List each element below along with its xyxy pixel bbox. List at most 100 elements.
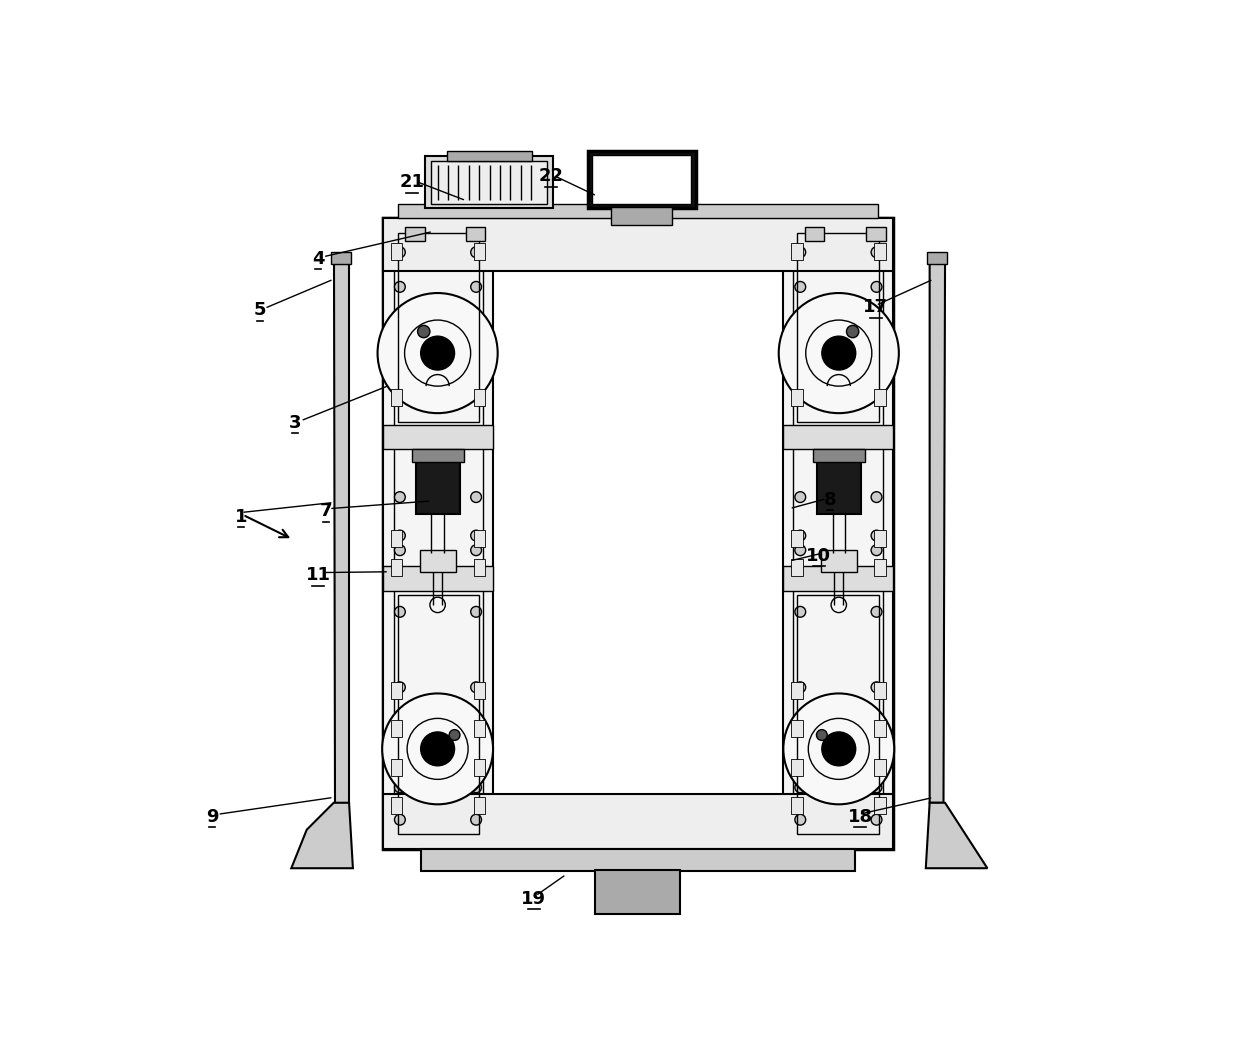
Bar (791, 243, 802, 260)
Bar (474, 390, 485, 407)
Bar (422, 849, 854, 870)
Circle shape (471, 545, 481, 555)
Circle shape (795, 606, 806, 617)
Bar (331, 252, 351, 264)
Circle shape (394, 545, 405, 555)
Circle shape (822, 336, 856, 370)
Bar (874, 797, 885, 814)
Circle shape (872, 814, 882, 825)
Bar (797, 233, 879, 421)
Circle shape (872, 351, 882, 361)
Circle shape (394, 606, 405, 617)
Circle shape (418, 325, 430, 338)
Bar (784, 218, 894, 849)
Bar (391, 530, 402, 547)
Bar (394, 229, 484, 837)
Circle shape (779, 293, 899, 413)
Bar (791, 530, 802, 547)
Bar (466, 227, 485, 241)
Circle shape (872, 682, 882, 693)
Bar (405, 227, 424, 241)
Bar (928, 252, 947, 264)
Bar (417, 451, 460, 514)
Circle shape (394, 390, 405, 400)
Circle shape (382, 694, 494, 805)
Polygon shape (334, 264, 350, 803)
Bar (791, 759, 802, 776)
Circle shape (471, 282, 481, 293)
Bar (474, 243, 485, 260)
Text: 19: 19 (521, 889, 547, 907)
Bar (383, 426, 494, 449)
Circle shape (872, 247, 882, 258)
Bar (791, 390, 802, 407)
Bar (474, 720, 485, 737)
Bar (784, 566, 894, 591)
Bar (391, 390, 402, 407)
Text: 5: 5 (253, 301, 267, 319)
Bar (412, 449, 464, 463)
Circle shape (394, 530, 405, 541)
Bar (383, 793, 894, 849)
Bar (391, 559, 402, 576)
Bar (874, 720, 885, 737)
Bar (821, 550, 857, 571)
Bar (383, 218, 894, 849)
Bar (791, 559, 802, 576)
Bar (874, 390, 885, 407)
Circle shape (795, 492, 806, 503)
Text: 17: 17 (863, 298, 888, 316)
Circle shape (471, 682, 481, 693)
Bar (391, 759, 402, 776)
Bar (383, 218, 894, 271)
Bar (425, 156, 553, 208)
Bar (474, 682, 485, 699)
Polygon shape (926, 803, 987, 868)
Circle shape (872, 746, 882, 756)
Circle shape (471, 814, 481, 825)
Circle shape (471, 746, 481, 756)
Bar (791, 797, 802, 814)
Circle shape (471, 492, 481, 503)
Circle shape (795, 282, 806, 293)
Circle shape (471, 530, 481, 541)
Bar (474, 797, 485, 814)
Circle shape (471, 351, 481, 361)
Circle shape (872, 530, 882, 541)
Polygon shape (291, 803, 353, 868)
Bar (784, 426, 894, 449)
Bar (817, 451, 861, 514)
Bar (398, 595, 479, 833)
Circle shape (471, 606, 481, 617)
Bar (474, 759, 485, 776)
Circle shape (394, 746, 405, 756)
Bar (874, 682, 885, 699)
Bar (797, 595, 879, 833)
Bar (383, 566, 494, 591)
Circle shape (784, 694, 894, 805)
Circle shape (420, 336, 455, 370)
Circle shape (872, 390, 882, 400)
Text: 22: 22 (538, 167, 563, 185)
Circle shape (420, 732, 455, 766)
Bar (446, 151, 532, 162)
Bar (391, 243, 402, 260)
Bar (474, 559, 485, 576)
Circle shape (795, 782, 806, 793)
Circle shape (795, 746, 806, 756)
Circle shape (872, 606, 882, 617)
Circle shape (471, 390, 481, 400)
Bar (794, 229, 883, 837)
Circle shape (394, 814, 405, 825)
Circle shape (795, 351, 806, 361)
Bar (383, 218, 894, 849)
Bar (391, 720, 402, 737)
Circle shape (377, 293, 497, 413)
Bar (588, 151, 696, 208)
Bar (813, 449, 866, 463)
Text: 1: 1 (236, 508, 248, 526)
Bar (398, 204, 878, 218)
Circle shape (394, 351, 405, 361)
Text: 4: 4 (312, 249, 325, 267)
Text: 21: 21 (399, 173, 424, 191)
